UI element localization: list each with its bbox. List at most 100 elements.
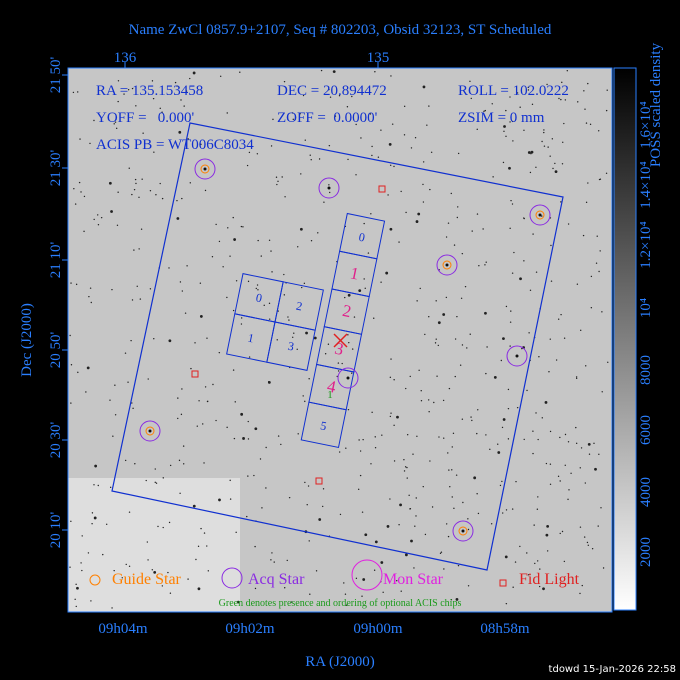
field-star [215,419,217,422]
field-star [128,511,131,513]
field-star [176,199,178,202]
field-star [466,347,468,349]
field-star [320,69,323,72]
star-core [327,186,331,190]
field-star [304,481,306,484]
guide-star [535,210,545,220]
s-chip [300,401,347,449]
field-star [583,90,585,92]
field-star [83,230,85,233]
field-star [151,569,154,571]
field-star [476,128,478,131]
field-star [240,412,244,416]
field-star [563,337,566,339]
field-star [490,523,493,525]
field-star [549,430,552,433]
field-star [509,227,511,230]
field-star [429,460,431,462]
field-star [393,165,395,168]
field-star [139,298,142,300]
field-star [159,182,161,185]
field-star [203,532,206,534]
field-star [585,201,588,204]
field-star [351,348,354,350]
field-star [117,80,120,82]
field-star [530,153,532,155]
field-star [76,586,79,590]
field-star [478,265,480,267]
field-star [453,244,456,246]
field-star [275,176,278,178]
s-chip-label: 3 [333,339,345,359]
field-star [501,480,503,483]
field-star [127,88,130,91]
field-star [128,167,130,169]
field-star [94,464,98,468]
legend-mon: Mon Star [383,571,444,588]
i-chip-label: 3 [287,339,296,354]
field-star [138,196,140,199]
field-star [259,458,262,460]
field-star [527,574,530,576]
field-star [575,442,578,445]
field-star [70,364,73,366]
field-star [123,93,125,95]
field-star [445,236,448,238]
field-star [391,123,394,125]
field-star [390,358,392,360]
acq-star [194,158,216,180]
field-star [303,282,306,285]
field-star [584,482,587,484]
field-star [334,115,337,117]
field-star [601,391,603,393]
field-star [114,414,117,416]
field-star [239,71,241,73]
field-star [450,192,452,195]
field-star [204,386,207,388]
field-star [196,425,198,427]
field-star [131,87,134,90]
field-star [393,379,395,381]
field-star [246,164,249,167]
field-star [234,401,236,403]
field-star [276,183,278,186]
fid-light [191,370,199,378]
fid-light [378,185,386,193]
field-star [169,464,172,467]
field-star [242,226,244,228]
field-star [281,176,283,178]
field-star [455,474,458,476]
field-star [72,91,75,94]
field-star [168,339,172,343]
field-star [117,100,119,103]
field-star [371,145,373,148]
field-star [69,334,71,337]
field-star [389,227,393,231]
field-star [179,281,182,283]
field-star [348,341,350,344]
field-star [141,178,143,180]
field-star [442,399,445,402]
field-star [428,105,430,107]
field-star [505,109,507,112]
field-star [537,496,539,498]
field-star [504,555,508,559]
field-star [373,317,375,319]
field-star [200,527,202,530]
info: ZSIM = 0 mm [458,110,545,126]
field-star [247,420,249,423]
field-star [485,434,487,436]
field-star [272,118,274,121]
field-star [283,80,286,83]
field-star [287,316,289,318]
field-star [462,501,464,504]
field-star [127,381,129,383]
field-star [153,151,155,153]
field-star [438,436,440,438]
field-star [345,447,347,449]
field-star [293,332,295,334]
field-star [512,586,514,588]
field-star [476,432,478,435]
field-star [105,523,108,525]
field-star [546,83,548,86]
